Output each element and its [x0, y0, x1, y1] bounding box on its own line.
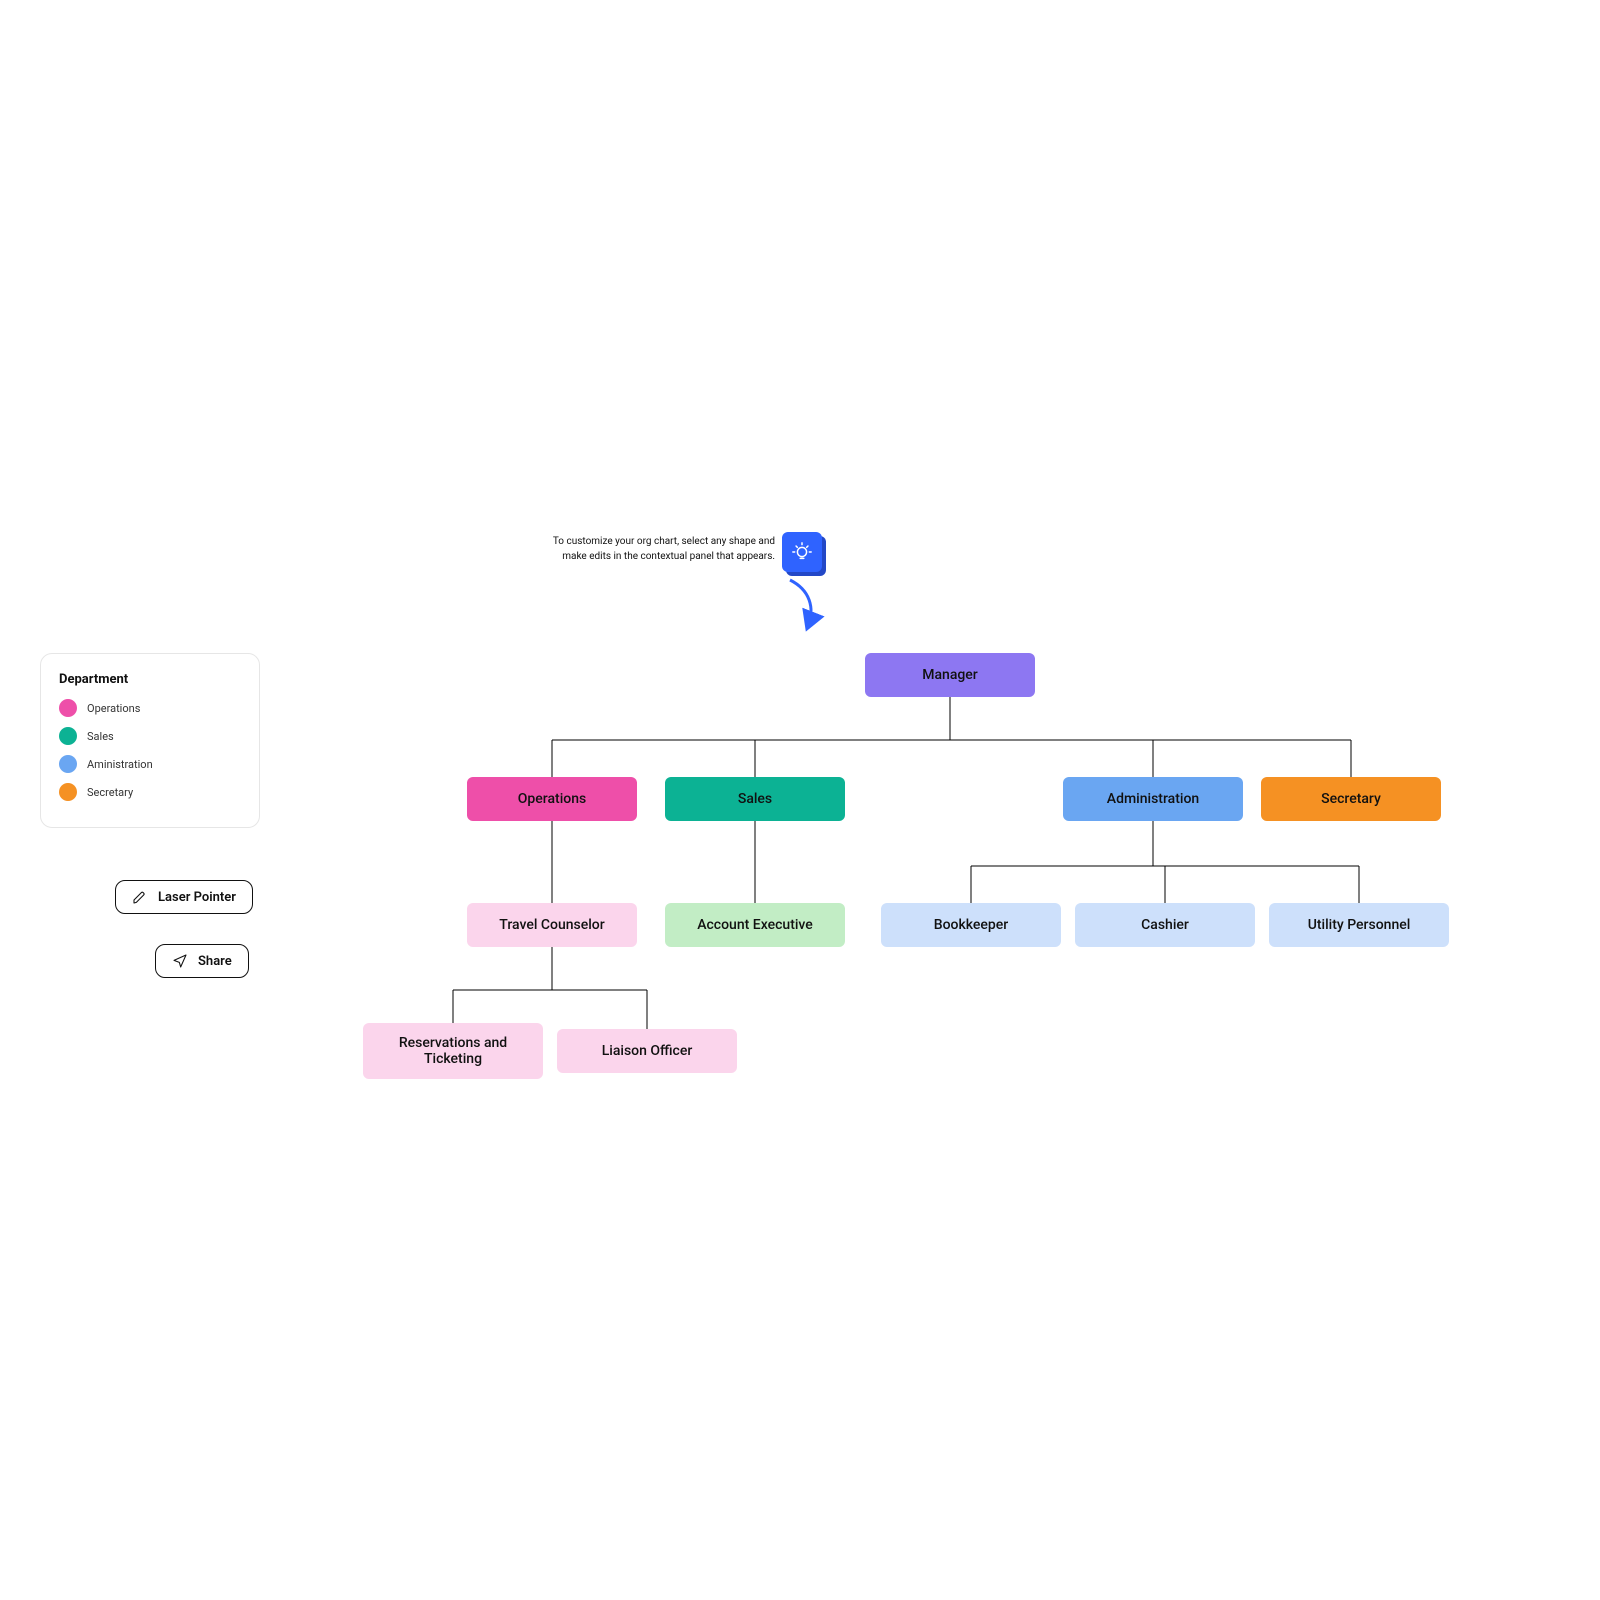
legend-label: Operations: [87, 702, 140, 715]
orgchart-node-bookkeeper[interactable]: Bookkeeper: [881, 903, 1061, 947]
paper-plane-icon: [172, 953, 188, 969]
orgchart-node-secretary[interactable]: Secretary: [1261, 777, 1441, 821]
legend-title: Department: [59, 672, 241, 687]
legend-swatch: [59, 699, 77, 717]
laser-pointer-label: Laser Pointer: [158, 890, 236, 905]
legend-label: Aministration: [87, 758, 153, 771]
orgchart-node-liaison[interactable]: Liaison Officer: [557, 1029, 737, 1073]
orgchart-node-manager[interactable]: Manager: [865, 653, 1035, 697]
orgchart-node-account[interactable]: Account Executive: [665, 903, 845, 947]
legend-swatch: [59, 727, 77, 745]
legend-panel: Department Operations Sales Aministratio…: [40, 653, 260, 828]
share-button[interactable]: Share: [155, 944, 249, 978]
pencil-icon: [132, 889, 148, 905]
hint-text: To customize your org chart, select any …: [545, 535, 775, 564]
laser-pointer-button[interactable]: Laser Pointer: [115, 880, 253, 914]
legend-item-sales: Sales: [59, 727, 241, 745]
legend-label: Secretary: [87, 786, 133, 799]
legend-item-administration: Aministration: [59, 755, 241, 773]
share-label: Share: [198, 954, 232, 969]
orgchart-node-sales[interactable]: Sales: [665, 777, 845, 821]
legend-swatch: [59, 755, 77, 773]
legend-item-operations: Operations: [59, 699, 241, 717]
lightbulb-icon: [791, 541, 813, 563]
legend-label: Sales: [87, 730, 114, 743]
hint-arrow-icon: [780, 578, 840, 638]
orgchart-node-travel[interactable]: Travel Counselor: [467, 903, 637, 947]
orgchart-node-cashier[interactable]: Cashier: [1075, 903, 1255, 947]
orgchart-node-operations[interactable]: Operations: [467, 777, 637, 821]
orgchart-node-administration[interactable]: Administration: [1063, 777, 1243, 821]
orgchart-node-utility[interactable]: Utility Personnel: [1269, 903, 1449, 947]
legend-item-secretary: Secretary: [59, 783, 241, 801]
orgchart-node-reservations[interactable]: Reservations and Ticketing: [363, 1023, 543, 1079]
legend-swatch: [59, 783, 77, 801]
hint-lightbulb-card: [782, 532, 822, 572]
